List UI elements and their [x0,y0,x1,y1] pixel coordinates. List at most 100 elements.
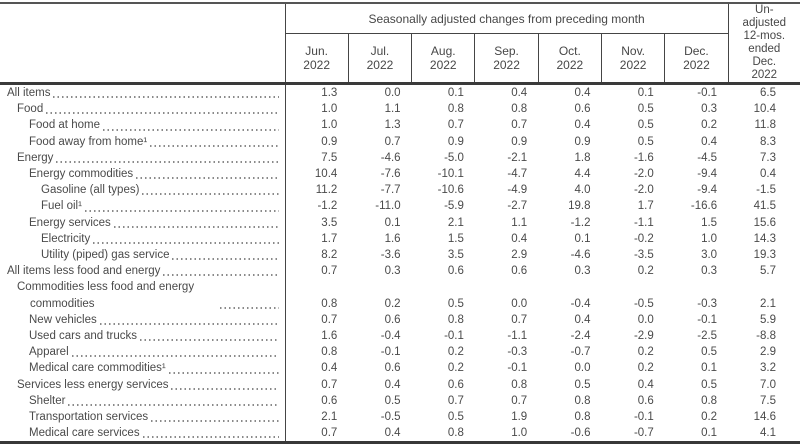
monthly-change-cell: 1.3 [321,87,338,99]
monthly-change-cell: 0.0 [511,297,528,310]
monthly-change-cell: -3.6 [380,249,401,262]
monthly-change-cell: 0.5 [447,297,464,310]
monthly-change-cell: 0.6 [574,103,591,116]
monthly-change-cell: -0.7 [633,427,654,440]
monthly-change-cell: -2.5 [697,330,718,343]
month-label: Nov. [621,44,646,59]
row-label-cell: Electricity [0,230,286,248]
monthly-change-cell: -1.6 [633,151,654,164]
dot-leader [113,225,279,228]
monthly-change-cell: 0.4 [574,87,591,99]
dot-leader [46,112,279,115]
month-header: Sep. 2022 [474,33,539,84]
row-label: Food away from home¹ [29,135,148,148]
monthly-change-cell: 0.8 [511,103,528,116]
table-row: Medical care services 0.7 0.4 0.8 1.0 -0.6 -0.… [0,425,800,443]
monthly-change-cell: 0.6 [447,378,464,391]
monthly-change-cell: 0.1 [447,87,464,99]
row-label-cell: Commodities less food and energy commodi… [0,279,286,312]
row-label: Energy services [29,216,111,229]
monthly-change-cell: 0.7 [447,119,464,132]
monthly-change-cell: 0.8 [447,313,464,326]
year-label: 2022 [429,58,457,73]
dot-leader [71,355,279,358]
unadjusted-value-cell: 7.3 [760,151,776,164]
row-label-cell: Food away from home¹ [0,133,286,150]
monthly-change-cell: -5.9 [444,200,464,213]
monthly-change-cell: 0.5 [384,394,401,407]
row-label-cell: Energy services [0,214,286,231]
monthly-change-cell: -1.2 [317,200,338,213]
row-label-cell: Transportation services [0,409,286,426]
unadjusted-value-cell: 7.0 [760,378,776,391]
monthly-change-cell: -0.1 [697,313,718,326]
dot-leader [99,323,279,326]
table-row: Apparel 0.8 -0.1 0.2 -0.3 -0.7 0.2 0.5 2.9 [0,344,800,361]
monthly-change-cell: 0.1 [637,87,654,99]
table-row: Shelter 0.6 0.5 0.7 0.7 0.8 0.6 0.8 7.5 [0,392,800,410]
monthly-change-cell: 0.7 [321,265,338,278]
monthly-change-cell: -3.5 [633,249,654,262]
seasonally-adjusted-spanner: Seasonally adjusted changes from precedi… [284,3,729,35]
table-row: Food at home 1.0 1.3 0.7 0.7 0.4 0.5 0.2 11.8 [0,117,800,134]
row-label: Food [17,103,44,116]
monthly-change-cell: 0.4 [511,232,528,245]
table-row: New vehicles 0.7 0.6 0.8 0.7 0.4 0.0 -0.1 5.9 [0,311,800,329]
month-label: Dec. [684,44,709,59]
row-label: Medical care commodities¹ [29,362,166,375]
monthly-change-cell: 0.5 [701,346,718,359]
row-label-cell: Shelter [0,392,286,410]
monthly-change-cell: 2.1 [321,411,338,424]
monthly-change-cell: 0.5 [637,119,654,132]
monthly-change-cell: 0.8 [447,103,464,116]
monthly-change-cell: 0.2 [701,411,718,424]
monthly-change-cell: 0.8 [701,394,718,407]
dot-leader [151,420,279,423]
monthly-change-cell: 0.0 [574,362,591,375]
monthly-change-cell: 0.1 [701,362,718,375]
monthly-change-cell: -0.3 [697,297,718,310]
row-label: All items less food and energy [7,265,161,278]
unadjusted-column-header: Un-adjusted 12-mos. ended Dec. 2022 [727,3,800,84]
monthly-change-cell: 3.5 [447,249,464,262]
table-row: Energy services 3.5 0.1 2.1 1.1 -1.2 -1.1 1.5 15… [0,214,800,231]
monthly-change-cell: 0.6 [637,394,654,407]
monthly-change-cell: 0.8 [574,394,591,407]
unadjusted-value-cell: 41.5 [753,200,776,213]
monthly-change-cell: 0.7 [321,427,338,440]
row-label-cell: Medical care commodities¹ [0,360,286,377]
table-row: All items 1.3 0.0 0.1 0.4 0.4 0.1 -0.1 6.5 [0,83,800,102]
monthly-change-cell: -4.5 [697,151,718,164]
table-row: Transportation services 2.1 -0.5 0.5 1.9 0.8 -… [0,409,800,426]
monthly-change-cell: 1.0 [701,232,718,245]
month-label: Sep. [494,44,519,59]
monthly-change-cell: 0.8 [321,346,338,359]
monthly-change-cell: 0.5 [574,378,591,391]
monthly-change-cell: 1.9 [511,411,528,424]
monthly-change-cell: 0.2 [637,265,654,278]
table-row: Food 1.0 1.1 0.8 0.8 0.6 0.5 0.3 10.4 [0,101,800,118]
monthly-change-cell: 0.4 [701,135,718,148]
row-label: Utility (piped) gas service [41,249,170,262]
monthly-change-cell: -0.5 [380,411,401,424]
monthly-change-cell: 0.3 [574,265,591,278]
monthly-change-cell: 7.5 [321,151,338,164]
monthly-change-cell: 0.7 [321,378,338,391]
row-label: New vehicles [29,313,97,326]
monthly-change-cell: 0.6 [511,265,528,278]
monthly-change-cell: -0.6 [570,427,591,440]
monthly-change-cell: 8.2 [321,249,338,262]
monthly-change-cell: 1.7 [321,232,338,245]
table-row: Commodities less food and energy commodi… [0,279,800,312]
row-label: Fuel oil¹ [41,200,82,213]
monthly-change-cell: 1.1 [384,103,401,116]
monthly-change-cell: 0.9 [574,135,591,148]
month-header-row: Jun. 2022 Jul. 2022 Aug. 2022 Sep. 2022 Oct. 2022… [0,33,800,84]
monthly-change-cell: 0.7 [384,135,401,148]
row-label-cell: Energy commodities [0,166,286,183]
unadjusted-value-cell: 5.7 [760,265,776,278]
row-label-cell: Apparel [0,344,286,361]
monthly-change-cell: 0.9 [321,135,338,148]
monthly-change-cell: 0.1 [701,427,718,440]
monthly-change-cell: -0.1 [507,362,528,375]
